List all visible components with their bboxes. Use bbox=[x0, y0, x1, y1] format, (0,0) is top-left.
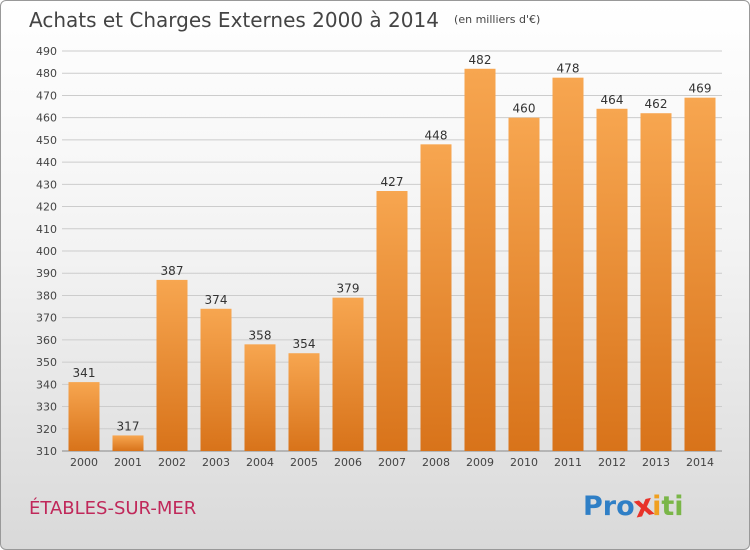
data-labels: 341 317 387 374 358 354 379 427 448 482 460 478 464 4… bbox=[73, 53, 712, 434]
data-label-2014: 469 bbox=[689, 82, 712, 96]
y-tick-label: 470 bbox=[36, 89, 57, 102]
bar-2003 bbox=[200, 308, 232, 451]
title-row: Achats et Charges Externes 2000 à 2014 (… bbox=[29, 8, 540, 32]
data-label-2011: 478 bbox=[557, 62, 580, 76]
data-label-2013: 462 bbox=[645, 97, 668, 111]
x-tick-label-2006: 2006 bbox=[334, 456, 362, 469]
data-label-2000: 341 bbox=[73, 366, 96, 380]
y-tick-label: 380 bbox=[36, 289, 57, 302]
x-tick-label-2001: 2001 bbox=[114, 456, 142, 469]
bar-2009 bbox=[464, 68, 496, 452]
x-tick-label-2003: 2003 bbox=[202, 456, 230, 469]
x-tick-label-2002: 2002 bbox=[158, 456, 186, 469]
data-label-2004: 358 bbox=[249, 328, 272, 342]
bar-2001 bbox=[112, 435, 144, 451]
x-tick-label-2014: 2014 bbox=[686, 456, 714, 469]
x-tick-label-2005: 2005 bbox=[290, 456, 318, 469]
logo-letter: i bbox=[652, 491, 662, 522]
y-tick-label: 330 bbox=[36, 401, 57, 414]
y-tick-label: 350 bbox=[36, 356, 57, 369]
y-tick-label: 320 bbox=[36, 423, 57, 436]
commune-name: ÉTABLES-SUR-MER bbox=[29, 498, 197, 519]
bar-2004 bbox=[244, 344, 276, 451]
logo-letter: r bbox=[602, 491, 617, 522]
logo-letter: i bbox=[674, 491, 684, 522]
chart-subtitle: (en milliers d'€) bbox=[454, 13, 541, 26]
x-tick-label-2004: 2004 bbox=[246, 456, 274, 469]
x-tick-label-2011: 2011 bbox=[554, 456, 582, 469]
bar-2002 bbox=[156, 279, 188, 451]
y-tick-label: 390 bbox=[36, 267, 57, 280]
data-label-2002: 387 bbox=[161, 264, 184, 278]
x-axis-ticks: 2000 2001 2002 2003 2004 2005 2006 2007 2008 2009… bbox=[70, 456, 714, 469]
logo-letter: o bbox=[616, 491, 635, 522]
x-tick-label-2010: 2010 bbox=[510, 456, 538, 469]
bars bbox=[68, 68, 716, 452]
proxiti-logo: Proxiti bbox=[583, 488, 684, 525]
y-tick-label: 410 bbox=[36, 223, 57, 236]
data-label-2010: 460 bbox=[513, 102, 536, 116]
x-tick-label-2000: 2000 bbox=[70, 456, 98, 469]
y-tick-label: 400 bbox=[36, 245, 57, 258]
y-tick-label: 360 bbox=[36, 334, 57, 347]
x-tick-label-2013: 2013 bbox=[642, 456, 670, 469]
data-label-2009: 482 bbox=[469, 53, 492, 67]
x-tick-label-2012: 2012 bbox=[598, 456, 626, 469]
bar-2000 bbox=[68, 382, 100, 451]
x-tick-label-2009: 2009 bbox=[466, 456, 494, 469]
data-label-2003: 374 bbox=[205, 293, 228, 307]
data-label-2008: 448 bbox=[425, 128, 448, 142]
y-tick-label: 370 bbox=[36, 312, 57, 325]
bar-2010 bbox=[508, 117, 540, 452]
x-tick-label-2008: 2008 bbox=[422, 456, 450, 469]
data-label-2006: 379 bbox=[337, 282, 360, 296]
logo-letter: P bbox=[583, 491, 603, 522]
y-tick-label: 440 bbox=[36, 156, 57, 169]
y-tick-label: 480 bbox=[36, 67, 57, 80]
data-label-2007: 427 bbox=[381, 175, 404, 189]
y-tick-label: 420 bbox=[36, 201, 57, 214]
bar-2008 bbox=[420, 144, 452, 452]
y-tick-label: 310 bbox=[36, 445, 57, 458]
y-tick-label: 430 bbox=[36, 178, 57, 191]
y-tick-label: 490 bbox=[36, 45, 57, 58]
bar-2014 bbox=[684, 97, 716, 452]
y-tick-label: 450 bbox=[36, 134, 57, 147]
bar-2013 bbox=[640, 113, 672, 451]
data-label-2005: 354 bbox=[293, 337, 316, 351]
data-label-2001: 317 bbox=[117, 419, 140, 433]
bar-2006 bbox=[332, 297, 364, 451]
data-label-2012: 464 bbox=[601, 93, 624, 107]
y-axis-ticks: 310 320 330 340 350 360 370 380 390 400 410 420 430 4… bbox=[36, 45, 57, 458]
y-tick-label: 340 bbox=[36, 378, 57, 391]
logo-letter: t bbox=[661, 491, 675, 522]
y-tick-label: 460 bbox=[36, 112, 57, 125]
bar-2007 bbox=[376, 191, 408, 451]
chart-title: Achats et Charges Externes 2000 à 2014 bbox=[29, 8, 439, 32]
bar-2011 bbox=[552, 77, 584, 452]
x-tick-label-2007: 2007 bbox=[378, 456, 406, 469]
bar-2005 bbox=[288, 353, 320, 451]
bar-2012 bbox=[596, 108, 628, 452]
